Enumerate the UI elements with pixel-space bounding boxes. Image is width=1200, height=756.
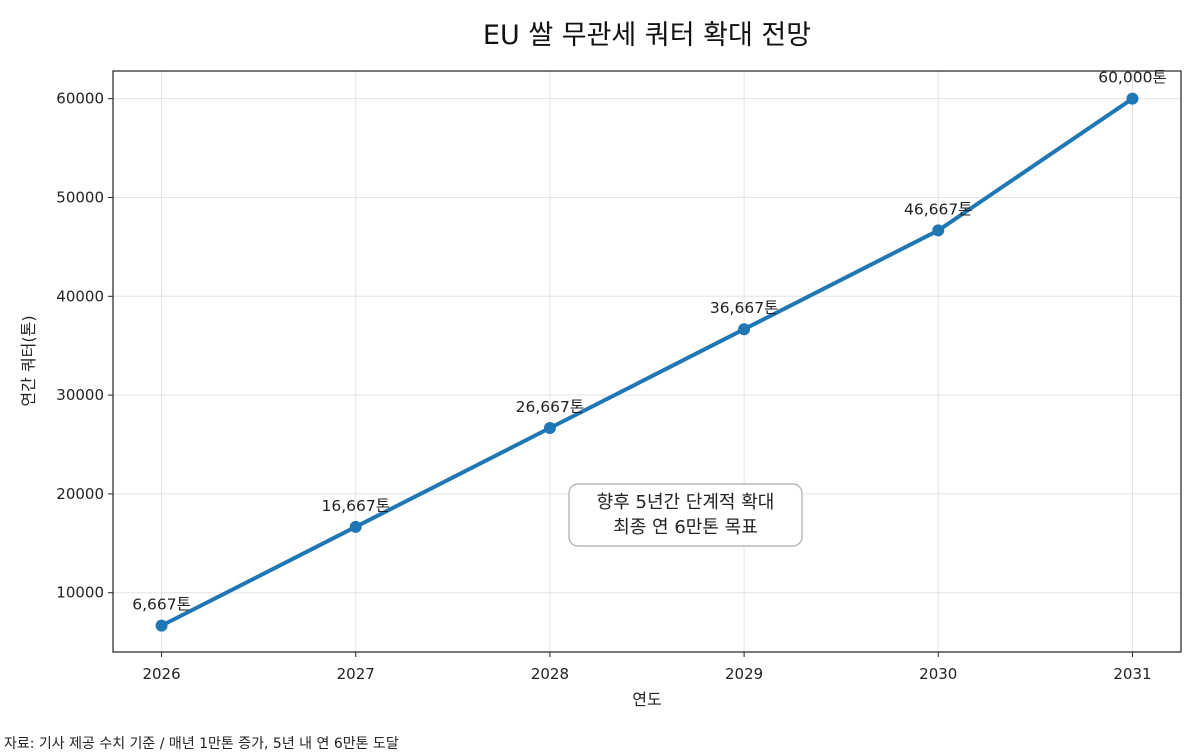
- plot-frame: [112, 70, 1182, 653]
- y-tick-label: 60000: [56, 90, 104, 108]
- x-tick-label: 2027: [337, 665, 375, 683]
- data-point: [349, 520, 362, 533]
- y-axis-label: 연간 쿼터(톤): [19, 315, 38, 406]
- y-tick-label: 30000: [56, 386, 104, 404]
- series-line: [159, 96, 1135, 628]
- data-labels: 6,667톤 16,667톤 26,667톤 36,667톤 46,667톤 60,000…: [132, 69, 1166, 614]
- data-label: 60,000톤: [1098, 69, 1167, 87]
- y-tick-label: 10000: [56, 584, 104, 602]
- x-tick-label: 2030: [919, 665, 957, 683]
- y-tick-label: 20000: [56, 485, 104, 503]
- x-axis: 2026 2027 2028 2029 2030 2031: [142, 652, 1152, 683]
- data-label: 16,667톤: [321, 497, 390, 515]
- series: [155, 92, 1139, 632]
- data-point: [155, 619, 168, 632]
- x-tick-label: 2026: [142, 665, 180, 683]
- y-tick-label: 40000: [56, 287, 104, 305]
- data-label: 46,667톤: [904, 200, 973, 218]
- annotation-line-1: 향후 5년간 단계적 확대: [597, 492, 775, 513]
- y-tick-label: 50000: [56, 188, 104, 206]
- x-tick-label: 2028: [531, 665, 569, 683]
- data-point: [932, 224, 945, 237]
- y-axis: 10000 20000 30000 40000 50000 60000: [56, 90, 113, 602]
- x-tick-label: 2029: [725, 665, 763, 683]
- annotation-box: 향후 5년간 단계적 확대 최종 연 6만톤 목표: [568, 483, 803, 547]
- annotation-frame: [568, 483, 803, 547]
- data-point: [543, 422, 556, 435]
- x-tick-label: 2031: [1113, 665, 1151, 683]
- data-label: 6,667톤: [132, 596, 191, 614]
- grid: [113, 71, 1181, 652]
- source-note: 자료: 기사 제공 수치 기준 / 매년 1만톤 증가, 5년 내 연 6만톤 …: [4, 736, 399, 752]
- chart-title: EU 쌀 무관세 쿼터 확대 전망: [483, 20, 811, 51]
- data-point: [738, 323, 751, 336]
- data-label: 26,667톤: [516, 398, 585, 416]
- data-label: 36,667톤: [710, 299, 779, 317]
- data-point: [1126, 92, 1139, 105]
- x-axis-label: 연도: [632, 690, 661, 709]
- annotation-line-2: 최종 연 6만톤 목표: [613, 517, 758, 538]
